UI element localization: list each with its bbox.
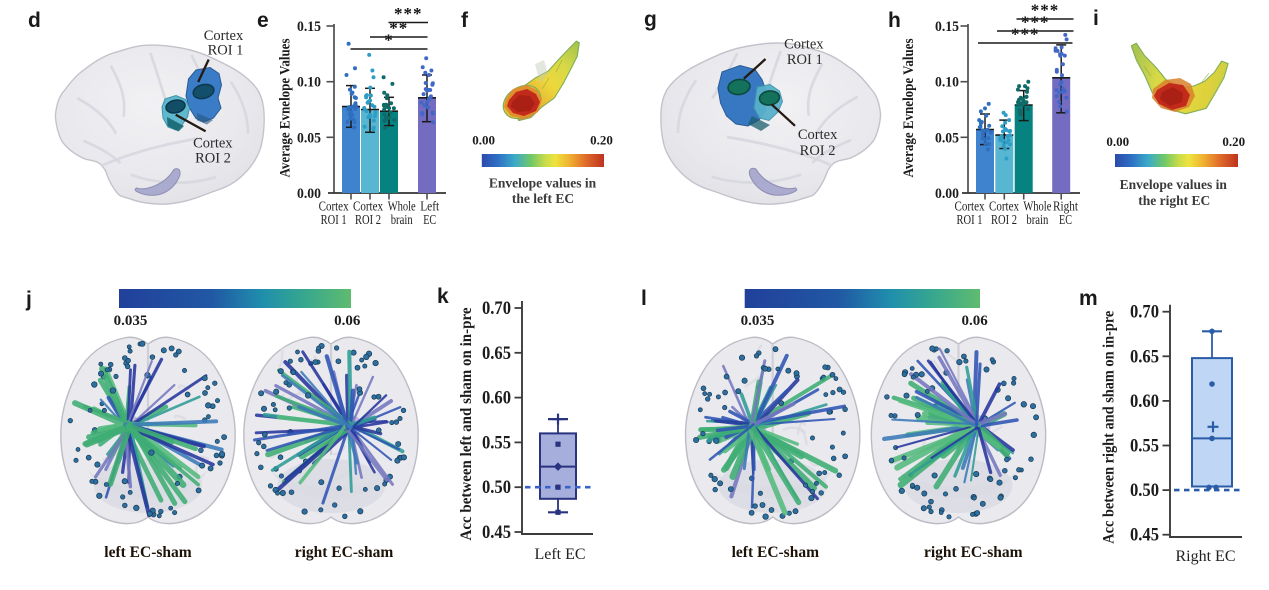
svg-text:Average Evnelope Values: Average Evnelope Values <box>278 38 294 177</box>
svg-text:Envelope values in: Envelope values in <box>489 176 597 191</box>
svg-text:0.65: 0.65 <box>482 344 511 364</box>
svg-text:0.00: 0.00 <box>472 133 495 148</box>
svg-text:ROI 2: ROI 2 <box>195 151 231 167</box>
svg-text:the left EC: the left EC <box>512 191 574 206</box>
svg-text:ROI 1: ROI 1 <box>957 212 983 227</box>
svg-text:0.20: 0.20 <box>590 133 613 148</box>
svg-text:0.65: 0.65 <box>1130 347 1159 367</box>
svg-text:brain: brain <box>1026 212 1048 227</box>
svg-text:right EC-sham: right EC-sham <box>295 544 394 561</box>
svg-text:ROI 2: ROI 2 <box>355 212 381 227</box>
svg-text:Cortex: Cortex <box>955 199 985 214</box>
svg-text:0.50: 0.50 <box>482 478 511 498</box>
svg-text:Whole: Whole <box>388 199 416 214</box>
svg-text:Whole: Whole <box>1023 199 1051 214</box>
svg-text:0.06: 0.06 <box>961 313 988 329</box>
svg-text:0.00: 0.00 <box>935 186 959 202</box>
svg-text:l: l <box>641 287 647 310</box>
svg-text:Left EC: Left EC <box>534 546 585 563</box>
svg-text:0.00: 0.00 <box>297 186 321 202</box>
svg-text:***: *** <box>394 4 423 23</box>
svg-text:Acc between left and sham on i: Acc between left and sham on in-pre <box>458 308 475 541</box>
svg-text:0.15: 0.15 <box>297 19 321 35</box>
svg-text:d: d <box>28 9 41 32</box>
svg-text:0.70: 0.70 <box>1130 303 1159 323</box>
svg-text:Cortex: Cortex <box>989 199 1019 214</box>
svg-text:Average Evnelope Values: Average Evnelope Values <box>901 38 917 177</box>
svg-text:***: *** <box>1031 1 1060 20</box>
svg-text:0.70: 0.70 <box>482 299 511 319</box>
svg-text:Left: Left <box>420 199 439 214</box>
svg-text:0.05: 0.05 <box>297 130 321 146</box>
svg-text:Right: Right <box>1053 199 1078 214</box>
svg-text:Cortex: Cortex <box>798 127 838 143</box>
svg-text:0.20: 0.20 <box>1222 134 1245 149</box>
svg-text:ROI 1: ROI 1 <box>321 212 347 227</box>
svg-text:f: f <box>461 9 469 32</box>
svg-text:g: g <box>644 8 657 31</box>
svg-text:Right EC: Right EC <box>1175 548 1235 565</box>
svg-text:EC: EC <box>1059 212 1072 227</box>
svg-text:*: * <box>384 31 394 50</box>
svg-text:the right EC: the right EC <box>1138 193 1210 208</box>
svg-text:0.45: 0.45 <box>1130 526 1159 546</box>
svg-text:right EC-sham: right EC-sham <box>924 544 1023 561</box>
svg-text:0.10: 0.10 <box>935 75 959 91</box>
svg-text:***: *** <box>1021 13 1050 32</box>
svg-text:EC: EC <box>423 212 436 227</box>
svg-text:0.55: 0.55 <box>1130 437 1159 457</box>
svg-text:***: *** <box>1011 25 1040 44</box>
svg-text:0.05: 0.05 <box>935 130 959 146</box>
svg-text:Acc between right and sham on: Acc between right and sham on in-pre <box>1101 311 1118 544</box>
svg-text:0.60: 0.60 <box>482 389 511 409</box>
svg-text:Cortex: Cortex <box>319 199 349 214</box>
svg-text:0.60: 0.60 <box>1130 392 1159 412</box>
svg-text:0.55: 0.55 <box>482 433 511 453</box>
svg-text:ROI 2: ROI 2 <box>991 212 1017 227</box>
svg-text:ROI 1: ROI 1 <box>208 43 244 59</box>
svg-text:k: k <box>437 285 449 308</box>
svg-text:0.10: 0.10 <box>297 75 321 91</box>
svg-text:0.06: 0.06 <box>334 313 361 329</box>
svg-text:Cortex: Cortex <box>784 37 824 53</box>
svg-text:Envelope values in: Envelope values in <box>1120 177 1228 192</box>
svg-text:ROI 1: ROI 1 <box>787 52 823 68</box>
svg-text:Cortex: Cortex <box>193 136 233 152</box>
svg-text:Cortex: Cortex <box>204 28 244 44</box>
svg-text:0.035: 0.035 <box>114 313 148 329</box>
svg-text:brain: brain <box>391 212 413 227</box>
svg-text:e: e <box>257 9 269 32</box>
svg-text:0.00: 0.00 <box>1106 134 1129 149</box>
svg-text:left EC-sham: left EC-sham <box>104 544 191 561</box>
svg-text:0.035: 0.035 <box>741 313 775 329</box>
svg-text:i: i <box>1093 7 1099 30</box>
svg-text:Cortex: Cortex <box>353 199 383 214</box>
svg-text:h: h <box>888 9 901 32</box>
svg-text:0.15: 0.15 <box>935 19 959 35</box>
svg-text:ROI 2: ROI 2 <box>800 143 836 159</box>
svg-text:left EC-sham: left EC-sham <box>732 544 819 561</box>
svg-text:m: m <box>1079 287 1098 310</box>
svg-text:0.50: 0.50 <box>1130 481 1159 501</box>
svg-text:j: j <box>25 288 32 311</box>
svg-text:0.45: 0.45 <box>482 523 511 543</box>
